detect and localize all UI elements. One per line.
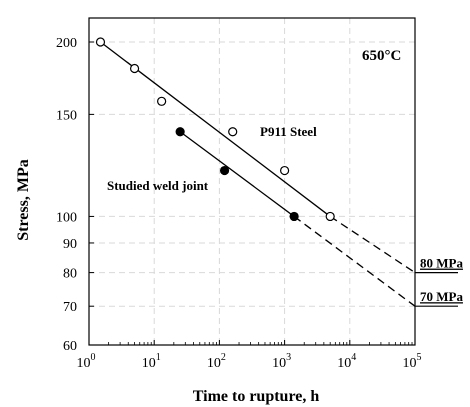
y-tick-label: 80 <box>63 267 77 282</box>
x-tick-label: 101 <box>142 352 161 371</box>
p911-point <box>95 37 106 47</box>
x-tick-label: 104 <box>337 352 356 371</box>
fit-lines <box>100 41 416 307</box>
y-tick-label: 100 <box>56 210 77 225</box>
p911-point <box>280 165 290 176</box>
weld-point <box>175 127 185 137</box>
stress-annotations: 80 MPa 70 MPa <box>415 256 463 307</box>
fit-line-solid-weld <box>179 131 295 217</box>
axis-ticks: 100 101 102 103 104 105 60 70 80 90 100 150 200 <box>56 36 422 371</box>
fit-line-dashed-p911 <box>329 215 416 274</box>
plot-frame <box>88 17 416 346</box>
weld-point <box>289 211 299 222</box>
series-label-weld: Studied weld joint <box>107 178 209 193</box>
x-tick-label: 102 <box>207 352 226 371</box>
p911-point <box>129 63 140 74</box>
y-tick-label: 200 <box>56 36 77 51</box>
y-tick-label: 150 <box>56 108 77 123</box>
fit-line-solid-p911 <box>100 41 331 217</box>
x-tick-label: 100 <box>77 352 96 371</box>
x-tick-label: 105 <box>403 352 422 371</box>
temperature-label: 650°C <box>362 48 401 64</box>
y-axis-title: Stress, MPa <box>15 159 32 240</box>
y-tick-label: 60 <box>63 339 77 354</box>
p911-point <box>228 127 238 137</box>
weld-point <box>219 165 230 176</box>
x-axis-title: Time to rupture, h <box>193 388 320 405</box>
series-label-p911: P911 Steel <box>260 124 317 139</box>
p911-point <box>157 96 167 106</box>
data-points <box>95 37 335 222</box>
annotation-label: 70 MPa <box>420 289 463 304</box>
y-tick-label: 70 <box>63 300 77 315</box>
x-tick-label: 103 <box>272 352 291 371</box>
annotation-label: 80 MPa <box>420 256 463 271</box>
y-tick-label: 90 <box>63 237 77 252</box>
p911-point <box>325 211 335 222</box>
